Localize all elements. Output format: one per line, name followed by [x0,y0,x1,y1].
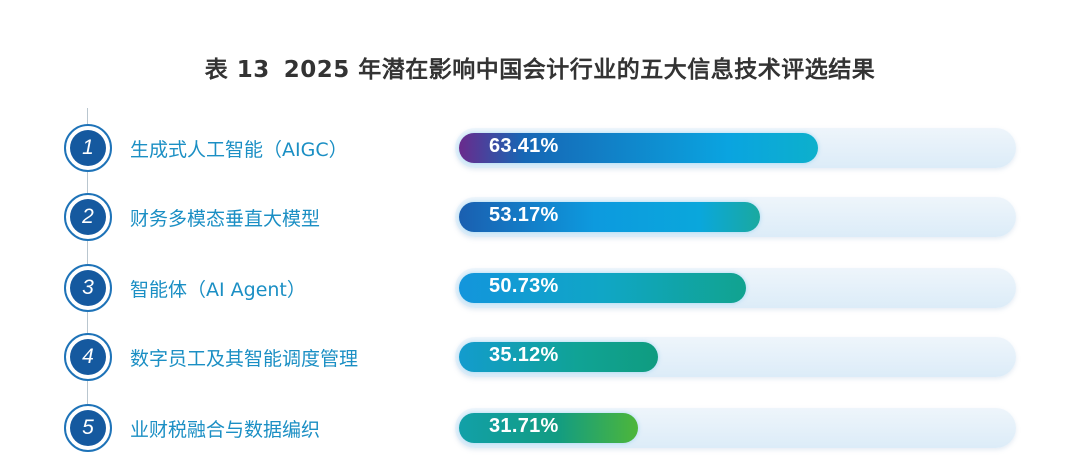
category-label: 数字员工及其智能调度管理 [130,348,359,370]
bar-value-label: 63.41% [489,135,559,157]
ranking-row: 1 生成式人工智能（AIGC） 63.41% [0,118,1080,178]
category-label: 业财税融合与数据编织 [130,419,321,441]
bar-track: 50.73% [455,268,1016,308]
rank-badge: 5 [64,404,112,452]
ranking-row: 4 数字员工及其智能调度管理 35.12% [0,327,1080,387]
title-text: 2025 年潜在影响中国会计行业的五大信息技术评选结果 [283,57,876,83]
bar-value-label: 50.73% [489,275,559,297]
bar-fill: 53.17% [459,202,760,232]
bar-track: 35.12% [455,337,1016,377]
chart-title: 表 13 2025 年潜在影响中国会计行业的五大信息技术评选结果 [0,50,1080,84]
ranking-row: 2 财务多模态垂直大模型 53.17% [0,187,1080,247]
rank-number: 1 [70,130,106,166]
bar-fill: 63.41% [459,133,818,163]
table-number: 表 13 [204,57,270,83]
bar-value-label: 53.17% [489,204,559,226]
rank-number: 4 [70,339,106,375]
timeline-connector [87,108,88,408]
category-label: 财务多模态垂直大模型 [130,208,321,230]
rank-badge: 3 [64,264,112,312]
rank-number: 2 [70,199,106,235]
rank-badge: 1 [64,124,112,172]
rank-number: 5 [70,410,106,446]
bar-track: 63.41% [455,128,1016,168]
rank-badge: 2 [64,193,112,241]
ranking-row: 5 业财税融合与数据编织 31.71% [0,398,1080,458]
bar-track: 31.71% [455,408,1016,448]
rank-badge: 4 [64,333,112,381]
bar-value-label: 35.12% [489,344,559,366]
bar-track: 53.17% [455,197,1016,237]
category-label: 生成式人工智能（AIGC） [130,139,348,161]
bar-fill: 50.73% [459,273,746,303]
category-label: 智能体（AI Agent） [130,279,306,301]
bar-value-label: 31.71% [489,415,559,437]
rank-number: 3 [70,270,106,306]
bar-fill: 31.71% [459,413,638,443]
ranking-row: 3 智能体（AI Agent） 50.73% [0,258,1080,318]
bar-fill: 35.12% [459,342,658,372]
